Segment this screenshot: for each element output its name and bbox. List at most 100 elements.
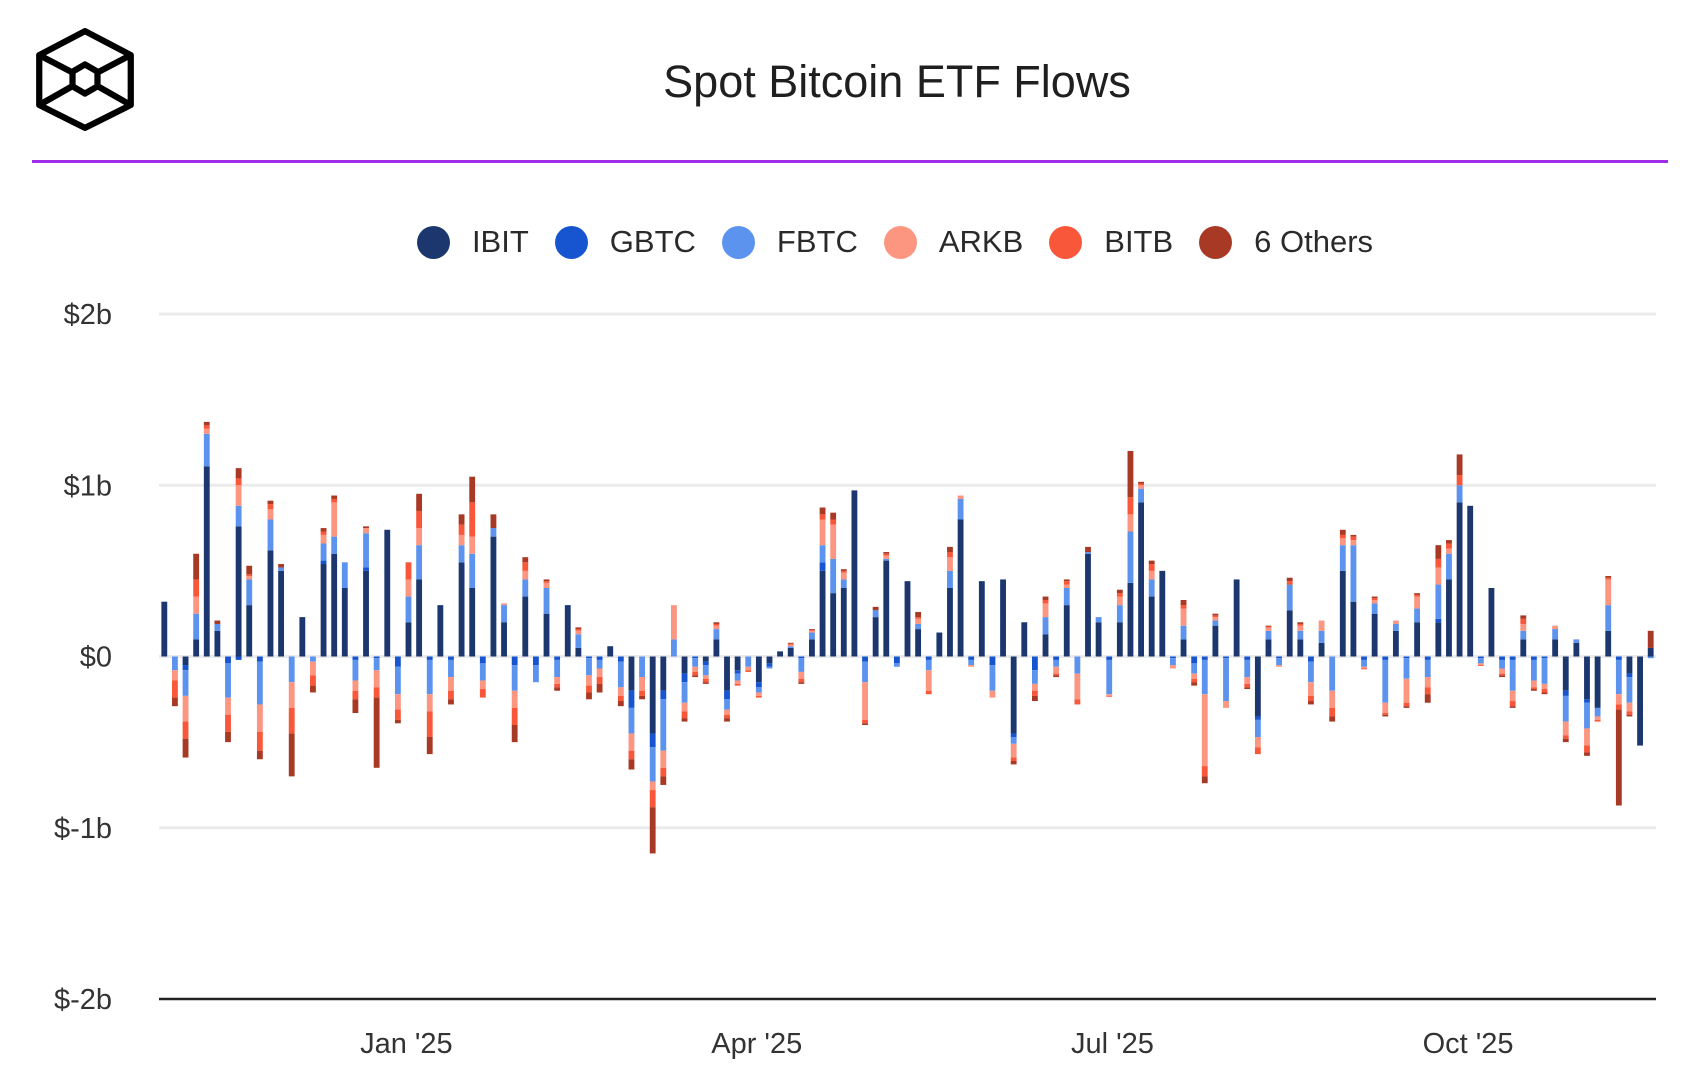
bar-segment-fbtc bbox=[1350, 545, 1357, 602]
bar-segment-arkb bbox=[235, 485, 242, 506]
legend-item[interactable]: FBTC bbox=[721, 224, 858, 260]
bar-segment-ibit bbox=[1212, 625, 1219, 657]
bar-segment-ibit bbox=[649, 656, 656, 734]
bar-segment-arkb bbox=[1371, 599, 1378, 604]
bar-segment-fbtc bbox=[1573, 639, 1580, 643]
legend-item[interactable]: 6 Others bbox=[1199, 224, 1373, 260]
bar-segment-fbtc bbox=[819, 545, 826, 563]
bar-segment-ibit bbox=[1286, 610, 1293, 657]
bar-segment-bitb bbox=[586, 685, 592, 693]
bar-segment-arkb bbox=[373, 670, 380, 688]
bar-segment-6-others bbox=[1414, 593, 1421, 595]
bar-segment-fbtc bbox=[1403, 658, 1410, 679]
bar-segment-bitb bbox=[1265, 626, 1272, 628]
bar-segment-fbtc bbox=[1010, 736, 1017, 744]
bar-segment-arkb bbox=[1339, 538, 1346, 546]
bar-segment-ibit bbox=[575, 647, 582, 657]
bar-segment-ibit bbox=[809, 639, 815, 657]
bar-segment-fbtc bbox=[798, 658, 805, 672]
bar-segment-arkb bbox=[426, 694, 433, 712]
bar-segment-6-others bbox=[692, 675, 699, 678]
bar-segment-fbtc bbox=[1254, 719, 1261, 737]
bar-segment-fbtc bbox=[246, 579, 253, 606]
bar-segment-bitb bbox=[1530, 687, 1537, 690]
bar-segment-ibit bbox=[1456, 502, 1463, 657]
bar-segment-bitb bbox=[182, 721, 189, 739]
bar-segment-ibit bbox=[915, 629, 922, 657]
bar-segment-gbtc bbox=[1584, 699, 1590, 703]
bar-segment-bitb bbox=[1615, 704, 1622, 710]
legend-item[interactable]: BITB bbox=[1049, 224, 1173, 260]
bar-segment-arkb bbox=[1201, 694, 1208, 767]
bar-segment-arkb bbox=[1382, 702, 1389, 714]
legend-swatch bbox=[1049, 225, 1083, 259]
bar-segment-6-others bbox=[1424, 694, 1431, 703]
bar-segment-bitb bbox=[373, 687, 380, 698]
bar-segment-bitb bbox=[426, 711, 433, 737]
bar-segment-fbtc bbox=[1170, 658, 1176, 666]
bar-segment-bitb bbox=[1244, 683, 1251, 688]
bar-segment-fbtc bbox=[766, 666, 773, 669]
bar-segment-fbtc bbox=[1138, 488, 1144, 503]
legend-item[interactable]: IBIT bbox=[416, 224, 529, 260]
bar-segment-arkb bbox=[798, 671, 805, 679]
bar-segment-6-others bbox=[182, 738, 189, 758]
bar-segment-arkb bbox=[787, 644, 794, 647]
bar-segment-bitb bbox=[1509, 701, 1516, 707]
bar-segment-fbtc bbox=[968, 659, 975, 666]
bar-segment-arkb bbox=[713, 625, 720, 630]
legend-item[interactable]: GBTC bbox=[554, 224, 696, 260]
bar-segment-gbtc bbox=[1435, 618, 1442, 623]
bar-segment-fbtc bbox=[225, 663, 231, 698]
bar-segment-ibit bbox=[734, 656, 741, 671]
bar-segment-ibit bbox=[607, 646, 614, 657]
bar-segment-gbtc bbox=[1031, 656, 1038, 671]
bar-segment-fbtc bbox=[1509, 659, 1516, 691]
bar-segment-ibit bbox=[501, 622, 507, 657]
bar-segment-6-others bbox=[172, 697, 178, 707]
bar-segment-fbtc bbox=[1244, 659, 1251, 678]
bar-segment-6-others bbox=[352, 699, 359, 714]
bar-segment-bitb bbox=[511, 707, 518, 725]
bar-segment-ibit bbox=[883, 560, 890, 657]
bar-segment-arkb bbox=[405, 579, 412, 597]
bar-segment-ibit bbox=[936, 632, 943, 657]
x-tick-label: Jan '25 bbox=[360, 1028, 453, 1060]
bar-segment-6-others bbox=[554, 687, 561, 691]
bar-segment-fbtc bbox=[288, 656, 295, 683]
bar-segment-fbtc bbox=[883, 558, 890, 561]
bar-segment-ibit bbox=[830, 593, 837, 657]
bar-segment-bitb bbox=[862, 719, 868, 724]
bar-segment-bitb bbox=[755, 695, 762, 698]
bar-segment-bitb bbox=[734, 683, 741, 686]
bar-segment-ibit bbox=[1254, 656, 1261, 717]
bar-segment-ibit bbox=[1297, 639, 1304, 657]
bar-segment-bitb bbox=[1594, 719, 1601, 722]
bar-segment-bitb bbox=[458, 524, 465, 535]
bar-segment-ibit bbox=[458, 562, 465, 657]
bar-segment-gbtc bbox=[1170, 656, 1176, 659]
bar-segment-arkb bbox=[331, 502, 338, 537]
bar-segment-6-others bbox=[1446, 540, 1452, 544]
bar-segment-arkb bbox=[1138, 485, 1144, 489]
bar-segment-6-others bbox=[872, 606, 879, 611]
bar-segment-6-others bbox=[575, 627, 582, 630]
bar-segment-bitb bbox=[235, 478, 242, 486]
legend-swatch bbox=[1199, 225, 1233, 259]
bar-segment-fbtc bbox=[872, 610, 879, 618]
bar-segment-fbtc bbox=[787, 646, 794, 648]
bar-segment-6-others bbox=[1371, 596, 1378, 599]
bar-segment-arkb bbox=[416, 528, 423, 546]
bar-segment-ibit bbox=[777, 651, 784, 657]
bar-segment-arkb bbox=[1594, 716, 1601, 720]
bar-segment-arkb bbox=[1403, 678, 1410, 703]
bar-segment-6-others bbox=[798, 682, 805, 684]
bar-segment-6-others bbox=[1085, 546, 1091, 553]
bar-segment-6-others bbox=[1201, 776, 1208, 784]
legend-item[interactable]: ARKB bbox=[883, 224, 1023, 260]
bar-segment-ibit bbox=[724, 656, 730, 691]
y-tick-label: $2b bbox=[64, 299, 112, 331]
bar-segment-gbtc bbox=[363, 567, 369, 571]
bar-segment-arkb bbox=[1116, 596, 1123, 606]
bar-segment-arkb bbox=[203, 428, 210, 434]
